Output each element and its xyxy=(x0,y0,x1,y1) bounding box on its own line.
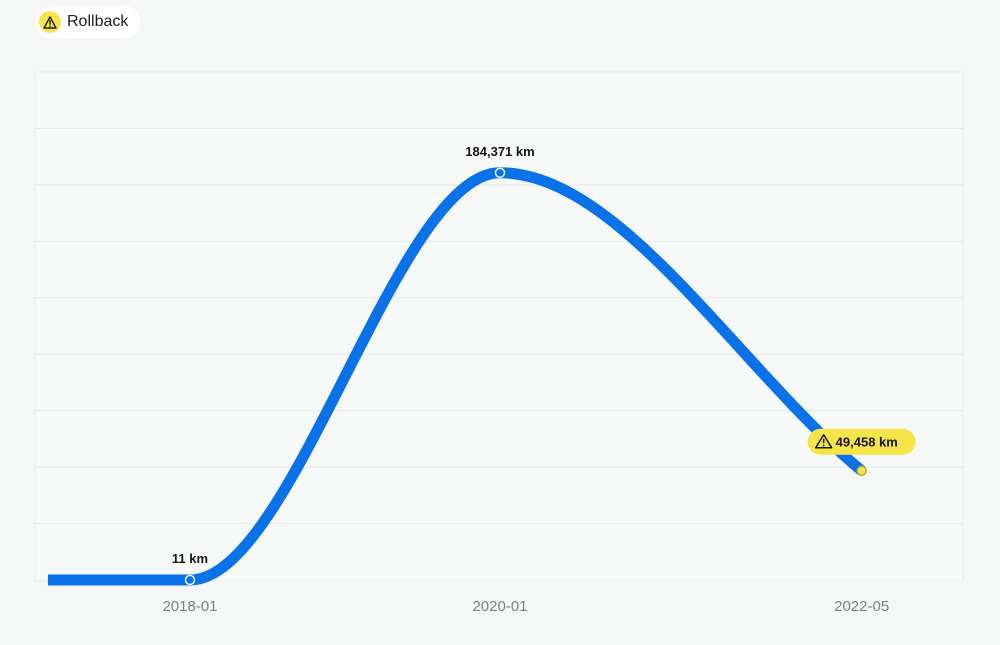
x-tick-label: 2022-05 xyxy=(834,598,889,615)
rollback-badge[interactable]: Rollback xyxy=(35,6,141,38)
series-line xyxy=(47,167,866,586)
gridlines xyxy=(35,127,963,525)
data-point[interactable] xyxy=(856,465,867,476)
data-point[interactable] xyxy=(494,167,506,178)
warning-data-label: 49,458 km xyxy=(807,428,916,455)
warning-label-background xyxy=(807,428,916,455)
data-label: 11 km xyxy=(172,551,208,566)
data-label: 49,458 km xyxy=(836,434,898,449)
warning-icon xyxy=(39,11,61,33)
data-points xyxy=(184,167,867,586)
rollback-label: Rollback xyxy=(67,13,129,30)
warning-icon-dot xyxy=(822,444,825,447)
x-axis-ticks: 2018-01 2020-01 2022-05 xyxy=(162,598,889,615)
data-labels: 11 km 184,371 km 49,458 km xyxy=(169,141,916,568)
x-tick-label: 2020-01 xyxy=(472,598,527,615)
warning-icon xyxy=(814,434,833,449)
data-point[interactable] xyxy=(184,574,196,586)
x-tick-label: 2018-01 xyxy=(162,598,217,615)
data-label: 184,371 km xyxy=(465,144,534,159)
plot-area xyxy=(34,71,964,582)
